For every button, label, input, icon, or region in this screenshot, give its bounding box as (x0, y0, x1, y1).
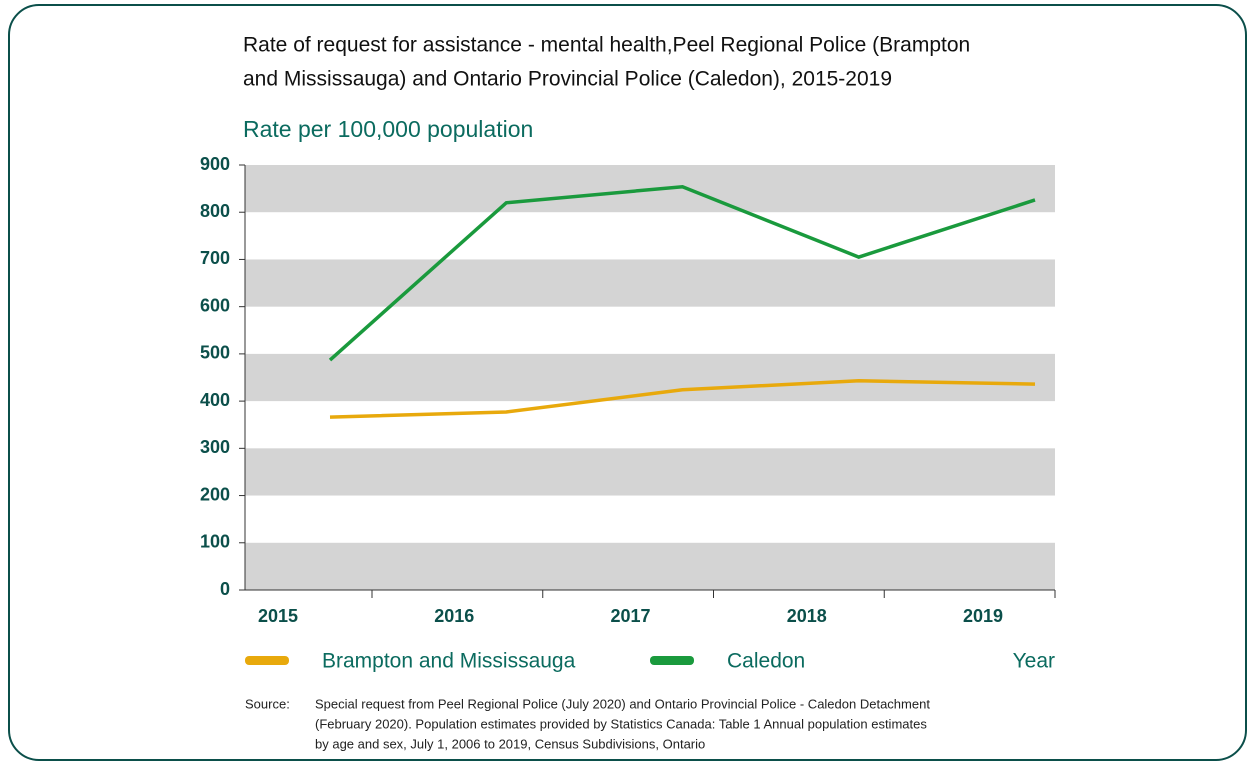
x-tick-label: 2019 (963, 606, 1003, 626)
x-axis-label: Year (1013, 650, 1055, 673)
y-tick-label: 400 (200, 390, 230, 410)
source-text: by age and sex, July 1, 2006 to 2019, Ce… (315, 736, 705, 751)
y-tick-label: 200 (200, 484, 230, 504)
line-series (328, 184, 1036, 362)
y-tick-label: 0 (220, 579, 230, 599)
grid-band (245, 542, 1055, 590)
chart-title: and Mississauga) and Ontario Provincial … (243, 68, 892, 91)
y-tick-label: 600 (200, 295, 230, 315)
y-tick-label: 300 (200, 437, 230, 457)
source-text: (February 2020). Population estimates pr… (315, 716, 927, 731)
x-tick-label: 2017 (610, 606, 650, 626)
legend-label: Caledon (727, 650, 805, 673)
legend-label: Brampton and Mississauga (322, 650, 576, 673)
x-tick-label: 2018 (787, 606, 827, 626)
source-label: Source: (245, 696, 290, 711)
subtitle: Rate per 100,000 population (243, 116, 533, 142)
legend-swatch (245, 656, 289, 665)
legend-swatch (650, 656, 694, 665)
grid-band (245, 259, 1055, 307)
y-tick-label: 500 (200, 343, 230, 363)
grid-band (245, 448, 1055, 496)
x-tick-label: 2015 (258, 606, 298, 626)
x-tick-label: 2016 (434, 606, 474, 626)
line-series (329, 379, 1036, 419)
y-tick-label: 800 (200, 201, 230, 221)
y-tick-label: 900 (200, 154, 230, 174)
y-tick-label: 700 (200, 248, 230, 268)
source-text: Special request from Peel Regional Polic… (315, 696, 930, 711)
y-tick-label: 100 (200, 532, 230, 552)
chart-title: Rate of request for assistance - mental … (243, 34, 970, 57)
